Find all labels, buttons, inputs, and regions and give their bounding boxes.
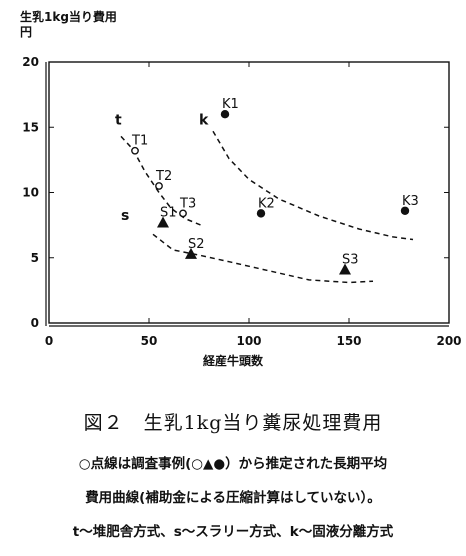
x-tick-label: 50 bbox=[141, 334, 158, 348]
data-point-K2 bbox=[256, 209, 266, 218]
data-point-label-K1: K1 bbox=[222, 97, 239, 112]
data-point-label-T2: T2 bbox=[155, 169, 172, 184]
y-tick-label: 5 bbox=[31, 251, 39, 265]
data-point-label-S3: S3 bbox=[342, 252, 359, 267]
series-k-label: k bbox=[199, 113, 209, 129]
y-axis-label: 生乳1kg当り費用 円 bbox=[20, 10, 117, 40]
x-axis-label: 経産牛頭数 bbox=[202, 354, 263, 368]
data-point-label-S1: S1 bbox=[160, 206, 177, 221]
data-point-label-K2: K2 bbox=[258, 196, 275, 211]
data-point-label-S2: S2 bbox=[188, 237, 205, 252]
data-point-T3 bbox=[179, 209, 187, 218]
x-tick-label: 200 bbox=[436, 334, 461, 348]
y-tick-label: 20 bbox=[22, 55, 39, 69]
y-axis-label-line-1: 生乳1kg当り費用 bbox=[20, 10, 117, 24]
plot-frame bbox=[48, 61, 450, 324]
data-point-label-T3: T3 bbox=[179, 196, 196, 211]
x-tick-label: 0 bbox=[45, 334, 53, 348]
x-tick-label: 100 bbox=[236, 334, 261, 348]
x-tick-label: 150 bbox=[336, 334, 361, 348]
data-point-S2 bbox=[185, 247, 197, 259]
series-s-curve bbox=[152, 233, 374, 284]
data-point-label-T1: T1 bbox=[131, 134, 148, 149]
data-point-K3 bbox=[400, 206, 410, 215]
figure-caption-line-2: 費用曲線(補助金による圧縮計算はしていない）。 bbox=[85, 490, 381, 506]
figure-caption-title: 図２ 生乳1kg当り糞尿処理費用 bbox=[83, 412, 383, 434]
data-point-T2 bbox=[155, 182, 163, 190]
data-point-T1 bbox=[131, 146, 139, 155]
y-tick-label: 0 bbox=[31, 316, 39, 330]
data-point-label-K3: K3 bbox=[402, 194, 419, 209]
y-tick-label: 10 bbox=[22, 186, 39, 200]
y-tick-label: 15 bbox=[22, 120, 39, 134]
figure-caption-line-1: ○点線は調査事例(○▲●）から推定された長期平均 bbox=[78, 456, 388, 472]
series-s-label: s bbox=[121, 208, 129, 224]
figure-caption-line-3: t～堆肥舎方式、s～スラリー方式、k～固液分離方式 bbox=[72, 524, 394, 540]
series-k-curve bbox=[212, 130, 414, 241]
data-point-S3 bbox=[339, 263, 351, 275]
data-point-K1 bbox=[220, 110, 230, 119]
series-t-label: t bbox=[115, 113, 122, 129]
y-axis-label-line-2: 円 bbox=[20, 25, 33, 39]
data-point-S1 bbox=[157, 216, 169, 228]
